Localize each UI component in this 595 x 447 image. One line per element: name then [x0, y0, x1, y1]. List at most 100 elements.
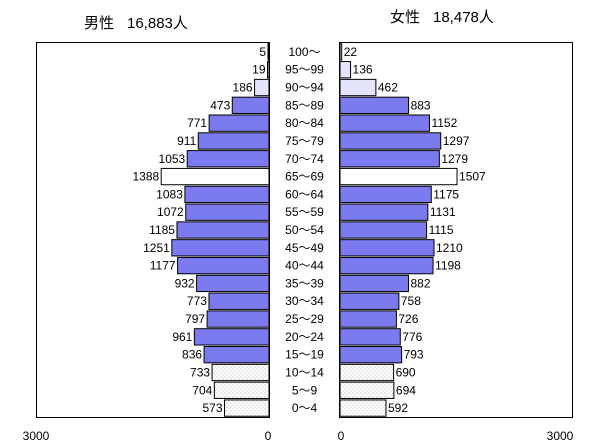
male-bar — [213, 381, 270, 399]
female-bar — [339, 346, 403, 364]
male-value-label: 19 — [252, 63, 266, 77]
age-group-label: 85〜89 — [285, 98, 324, 112]
female-value-label: 776 — [402, 330, 422, 344]
age-group-label: 50〜54 — [285, 223, 324, 237]
left-axis-tick-max: 3000 — [23, 429, 50, 443]
female-value-label: 136 — [353, 63, 373, 77]
female-value-label: 690 — [396, 365, 416, 379]
female-bar — [339, 310, 397, 328]
age-group-label: 45〜49 — [285, 241, 324, 255]
male-value-label: 1388 — [132, 170, 159, 184]
male-bar — [185, 203, 270, 221]
female-value-label: 793 — [404, 348, 424, 362]
age-group-label: 100〜 — [288, 45, 320, 59]
male-bar — [231, 96, 270, 114]
female-value-label: 1131 — [430, 205, 456, 219]
male-value-label: 733 — [190, 365, 210, 379]
female-bar — [339, 292, 400, 310]
male-value-label: 773 — [187, 294, 207, 308]
right-axis-tick-zero: 0 — [338, 429, 345, 443]
female-value-label: 1507 — [459, 170, 486, 184]
male-bar — [193, 328, 270, 346]
male-bar — [197, 132, 270, 150]
age-group-label: 80〜84 — [285, 116, 324, 130]
female-bar — [339, 381, 395, 399]
female-bars — [339, 43, 458, 417]
female-value-label: 1115 — [429, 223, 454, 237]
female-value-label: 1279 — [441, 152, 468, 166]
age-group-label: 70〜74 — [285, 152, 324, 166]
female-value-label: 694 — [396, 383, 416, 397]
female-bar — [339, 399, 387, 417]
age-group-label: 95〜99 — [285, 63, 324, 77]
male-bar — [208, 292, 270, 310]
age-group-label: 40〜44 — [285, 259, 324, 273]
left-axis-tick-zero: 0 — [265, 429, 272, 443]
male-bar — [267, 61, 270, 79]
male-value-label: 1072 — [157, 205, 184, 219]
male-bar — [186, 150, 270, 168]
male-value-label: 5 — [259, 45, 266, 59]
female-value-label: 1175 — [433, 187, 459, 201]
female-total-label: 18,478人 — [433, 9, 494, 26]
male-value-label: 186 — [233, 81, 253, 95]
female-value-label: 1210 — [436, 241, 463, 255]
male-bar — [224, 399, 270, 417]
female-bar — [339, 78, 377, 97]
male-bar — [177, 256, 270, 275]
age-group-label: 65〜69 — [285, 170, 324, 184]
female-bar — [339, 61, 352, 79]
age-group-label: 20〜24 — [285, 330, 324, 344]
male-value-label: 1177 — [150, 259, 176, 273]
age-group-label: 60〜64 — [285, 187, 324, 201]
female-value-label: 592 — [388, 401, 408, 415]
male-value-label: 961 — [172, 330, 192, 344]
female-bar — [339, 328, 401, 346]
female-series-name: 女性 — [390, 8, 420, 26]
female-value-label: 726 — [398, 312, 418, 326]
age-group-label: 55〜59 — [285, 205, 324, 219]
female-bar — [339, 43, 343, 61]
male-value-label: 771 — [187, 116, 207, 130]
male-value-label: 1053 — [159, 152, 186, 166]
female-bar — [339, 185, 432, 204]
age-group-label: 15〜19 — [285, 348, 324, 362]
female-bar — [339, 150, 440, 168]
female-bar — [339, 167, 458, 186]
age-group-label: 0〜4 — [292, 401, 318, 415]
male-bar — [206, 310, 270, 328]
male-value-label: 704 — [192, 383, 212, 397]
age-group-label: 5〜9 — [292, 383, 318, 397]
female-bar — [339, 114, 430, 132]
male-bar — [203, 346, 270, 364]
female-bar — [339, 239, 435, 257]
right-axis-tick-max: 3000 — [547, 429, 574, 443]
male-value-label: 932 — [175, 276, 195, 290]
male-value-label: 911 — [177, 134, 196, 148]
male-value-label: 473 — [210, 98, 230, 112]
male-value-label: 1185 — [149, 223, 175, 237]
male-bars — [160, 43, 270, 417]
male-bar — [211, 363, 270, 382]
male-bar — [160, 167, 270, 186]
female-value-label: 758 — [401, 294, 421, 308]
female-value-label: 22 — [344, 45, 358, 59]
male-bar — [196, 274, 270, 293]
male-value-label: 1083 — [156, 187, 183, 201]
female-bar — [339, 221, 428, 239]
female-bar — [339, 256, 434, 275]
female-bar — [339, 274, 409, 293]
age-group-label: 75〜79 — [285, 134, 324, 148]
female-value-label: 883 — [411, 98, 431, 112]
female-bar — [339, 96, 410, 114]
male-value-label: 1251 — [143, 241, 170, 255]
male-bar — [171, 239, 270, 257]
male-bar — [208, 114, 270, 132]
male-value-label: 836 — [182, 348, 202, 362]
male-bar — [184, 185, 270, 204]
female-value-label: 1152 — [431, 116, 457, 130]
female-bar — [339, 363, 395, 382]
male-total-label: 16,883人 — [127, 15, 188, 32]
